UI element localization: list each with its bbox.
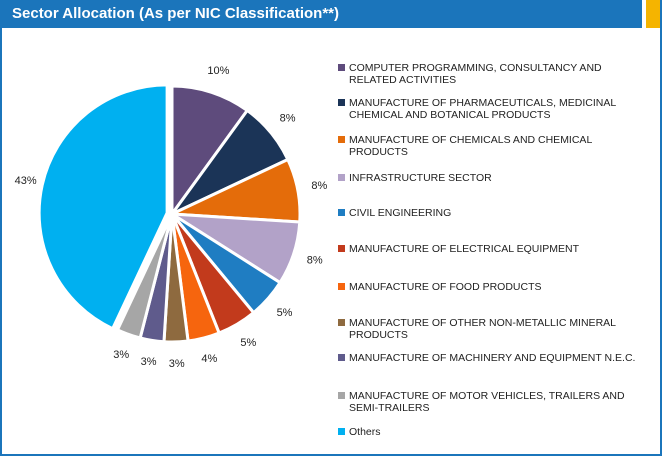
panel-title: Sector Allocation (As per NIC Classifica… (2, 0, 642, 28)
data-label: 4% (201, 353, 217, 365)
legend-item: CIVIL ENGINEERING (338, 207, 648, 219)
legend-item: Others (338, 426, 648, 438)
data-label: 3% (113, 349, 129, 361)
chart: 10% 8% 8% 8% 5% 5% 4% 3% 3% 3% 43% (15, 65, 328, 370)
legend-label: CIVIL ENGINEERING (349, 207, 452, 219)
pie-slice (37, 83, 169, 331)
data-label: 8% (307, 254, 323, 266)
legend-swatch (338, 354, 345, 361)
legend-swatch (338, 209, 345, 216)
legend-item: MANUFACTURE OF PHARMACEUTICALS, MEDICINA… (338, 97, 648, 121)
legend-label: MANUFACTURE OF MOTOR VEHICLES, TRAILERS … (349, 390, 625, 414)
legend-swatch (338, 245, 345, 252)
data-label: 8% (280, 112, 296, 124)
data-label: 43% (15, 175, 37, 187)
legend-swatch (338, 99, 345, 106)
legend-item: MANUFACTURE OF OTHER NON-METALLIC MINERA… (338, 317, 648, 341)
legend-label: MANUFACTURE OF OTHER NON-METALLIC MINERA… (349, 317, 616, 341)
data-label: 3% (169, 358, 185, 370)
legend-swatch (338, 174, 345, 181)
legend-label: INFRASTRUCTURE SECTOR (349, 172, 492, 184)
legend-label: MANUFACTURE OF ELECTRICAL EQUIPMENT (349, 243, 580, 255)
legend-item: MANUFACTURE OF MACHINERY AND EQUIPMENT N… (338, 352, 648, 364)
legend-item: MANUFACTURE OF CHEMICALS AND CHEMICAL PR… (338, 134, 648, 158)
legend-swatch (338, 392, 345, 399)
data-label: 5% (277, 307, 293, 319)
legend-label: COMPUTER PROGRAMMING, CONSULTANCY AND RE… (349, 62, 602, 86)
legend-item: COMPUTER PROGRAMMING, CONSULTANCY AND RE… (338, 62, 648, 86)
legend-item: MANUFACTURE OF ELECTRICAL EQUIPMENT (338, 243, 648, 255)
legend-swatch (338, 319, 345, 326)
legend-item: MANUFACTURE OF MOTOR VEHICLES, TRAILERS … (338, 390, 648, 414)
legend-item: INFRASTRUCTURE SECTOR (338, 172, 648, 184)
legend-swatch (338, 64, 345, 71)
pie-slice (115, 213, 174, 340)
legend-item: MANUFACTURE OF FOOD PRODUCTS (338, 281, 648, 293)
data-label: 5% (240, 337, 256, 349)
data-label: 8% (311, 180, 327, 192)
data-label: 10% (207, 65, 229, 77)
legend-label: MANUFACTURE OF FOOD PRODUCTS (349, 281, 542, 293)
legend-label: MANUFACTURE OF MACHINERY AND EQUIPMENT N… (349, 352, 636, 364)
legend-label: Others (349, 426, 381, 438)
data-label: 3% (141, 356, 157, 368)
pie-slice (170, 84, 250, 219)
legend-label: MANUFACTURE OF PHARMACEUTICALS, MEDICINA… (349, 97, 616, 121)
accent (646, 0, 660, 28)
legend-swatch (338, 428, 345, 435)
legend-label: MANUFACTURE OF CHEMICALS AND CHEMICAL PR… (349, 134, 592, 158)
legend-swatch (338, 136, 345, 143)
legend-swatch (338, 283, 345, 290)
